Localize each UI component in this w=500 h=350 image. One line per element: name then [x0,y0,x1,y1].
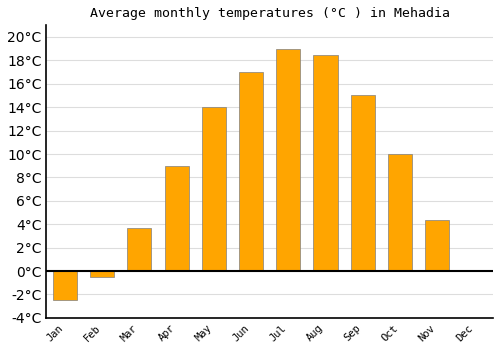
Bar [388,154,412,271]
Bar [314,55,338,271]
Bar [350,96,375,271]
Bar [164,166,188,271]
Bar [53,271,77,300]
Bar [425,219,450,271]
Title: Average monthly temperatures (°C ) in Mehadia: Average monthly temperatures (°C ) in Me… [90,7,450,20]
Bar [90,271,114,277]
Bar [202,107,226,271]
Bar [239,72,263,271]
Bar [276,49,300,271]
Bar [128,228,152,271]
